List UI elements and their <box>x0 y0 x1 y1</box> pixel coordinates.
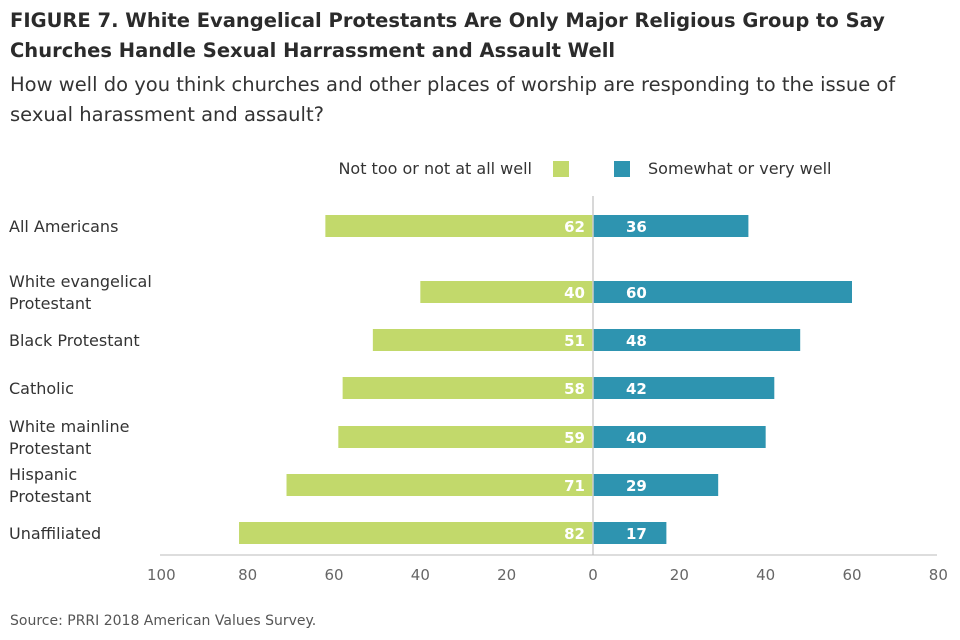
legend-swatch-not-well <box>553 161 569 177</box>
category-label: Hispanic <box>9 465 77 484</box>
x-tick-label: 60 <box>842 566 861 584</box>
x-tick-label: 20 <box>497 566 516 584</box>
category-label: White mainline <box>9 417 129 436</box>
data-label-well: 40 <box>626 429 647 447</box>
legend-label-not-well: Not too or not at all well <box>338 159 532 178</box>
category-label: Protestant <box>9 487 91 506</box>
data-label-well: 29 <box>626 477 647 495</box>
bar-well <box>593 426 766 448</box>
bar-not-well <box>372 329 593 351</box>
bar-well <box>593 281 852 303</box>
legend-label-well: Somewhat or very well <box>648 159 831 178</box>
bar-not-well <box>325 215 593 237</box>
legend-swatch-well <box>614 161 630 177</box>
bar-not-well <box>338 426 593 448</box>
category-label: Protestant <box>9 294 91 313</box>
bar-not-well <box>342 377 593 399</box>
bar-well <box>593 377 775 399</box>
category-label: All Americans <box>9 217 118 236</box>
data-label-well: 60 <box>626 284 647 302</box>
category-label: Unaffiliated <box>9 524 101 543</box>
data-label-well: 42 <box>626 380 647 398</box>
data-label-not-well: 51 <box>564 332 585 350</box>
data-label-not-well: 59 <box>564 429 585 447</box>
source-note: Source: PRRI 2018 American Values Survey… <box>10 613 317 629</box>
data-label-not-well: 40 <box>564 284 585 302</box>
x-tick-label: 80 <box>929 566 948 584</box>
chart-title: FIGURE 7. White Evangelical Protestants … <box>10 9 885 62</box>
category-label: Black Protestant <box>9 331 140 350</box>
category-label: Protestant <box>9 439 91 458</box>
category-label: White evangelical <box>9 272 152 291</box>
x-tick-label: 80 <box>238 566 257 584</box>
data-label-well: 48 <box>626 332 647 350</box>
x-tick-label: 40 <box>411 566 430 584</box>
data-label-not-well: 71 <box>564 477 585 495</box>
x-tick-label: 20 <box>670 566 689 584</box>
x-tick-label: 0 <box>588 566 598 584</box>
bar-well <box>593 329 801 351</box>
x-tick-label: 60 <box>324 566 343 584</box>
data-label-not-well: 62 <box>564 218 585 236</box>
bar-well <box>593 474 719 496</box>
bar-not-well <box>239 522 594 544</box>
x-tick-label: 40 <box>756 566 775 584</box>
data-label-well: 17 <box>626 525 647 543</box>
data-label-not-well: 82 <box>564 525 585 543</box>
data-label-not-well: 58 <box>564 380 585 398</box>
bar-not-well <box>286 474 593 496</box>
chart-subtitle: How well do you think churches and other… <box>10 73 896 126</box>
bar-not-well <box>420 281 593 303</box>
bar-well <box>593 215 749 237</box>
category-label: Catholic <box>9 379 74 398</box>
data-label-well: 36 <box>626 218 647 236</box>
bar-well <box>593 522 667 544</box>
x-tick-label: 100 <box>147 566 176 584</box>
